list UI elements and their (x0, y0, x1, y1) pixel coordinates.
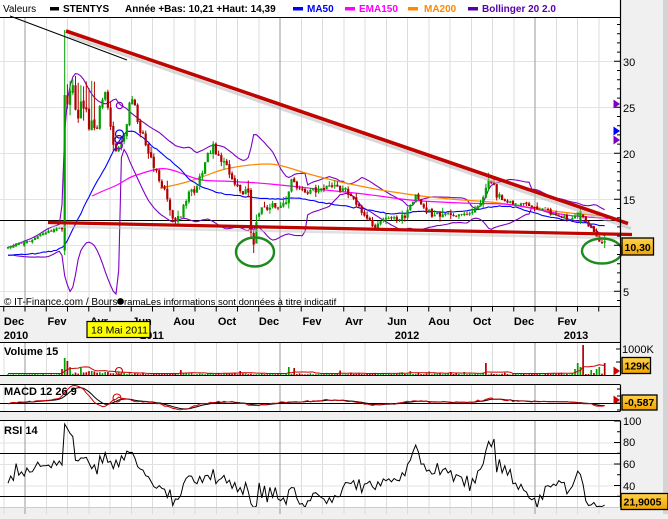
svg-text:15: 15 (623, 195, 635, 207)
svg-text:2012: 2012 (395, 330, 419, 342)
svg-text:© IT-Finance.com / Bours: © IT-Finance.com / Bours (4, 297, 118, 308)
svg-text:60: 60 (623, 459, 635, 471)
svg-text:Dec: Dec (514, 316, 534, 328)
svg-text:80: 80 (623, 437, 635, 449)
svg-text:Aou: Aou (428, 316, 449, 328)
svg-text:25: 25 (623, 103, 635, 115)
svg-text:Dec: Dec (259, 316, 279, 328)
svg-text:1000K: 1000K (622, 344, 654, 356)
svg-text:40: 40 (623, 481, 635, 493)
svg-text:Oct: Oct (218, 316, 237, 328)
svg-text:Bollinger 20 2.0: Bollinger 20 2.0 (482, 4, 556, 15)
svg-text:Avr: Avr (345, 316, 364, 328)
svg-text:2010: 2010 (4, 330, 28, 342)
svg-text:Jun: Jun (387, 316, 407, 328)
svg-text:MA50: MA50 (307, 4, 334, 15)
svg-text:10,30: 10,30 (625, 242, 651, 254)
svg-text:Année +Bas: 10,21 +Haut: 14,39: Année +Bas: 10,21 +Haut: 14,39 (125, 4, 276, 15)
svg-text:20: 20 (623, 149, 635, 161)
svg-text:MACD 12 26 9: MACD 12 26 9 (4, 386, 77, 398)
svg-text:Oct: Oct (473, 316, 492, 328)
svg-text:Aou: Aou (173, 316, 194, 328)
svg-text:Fev: Fev (48, 316, 68, 328)
svg-text:-0,587: -0,587 (625, 397, 655, 409)
svg-text:5: 5 (623, 287, 629, 299)
svg-text:Dec: Dec (4, 316, 24, 328)
svg-text:RSI 14: RSI 14 (4, 425, 39, 437)
svg-text:30: 30 (623, 57, 635, 69)
svg-text:18 Mai 2011: 18 Mai 2011 (91, 325, 148, 337)
svg-text:2013: 2013 (564, 330, 588, 342)
svg-text:STENTYS: STENTYS (63, 4, 109, 15)
svg-text:MA200: MA200 (424, 4, 457, 15)
svg-text:Fev: Fev (303, 316, 323, 328)
svg-text:Valeurs: Valeurs (3, 4, 36, 15)
svg-text:Volume 15: Volume 15 (4, 346, 58, 358)
svg-text:EMA150: EMA150 (359, 4, 398, 15)
svg-text:Fev: Fev (558, 316, 578, 328)
svg-text:129K: 129K (625, 361, 651, 373)
svg-text:21,9005: 21,9005 (624, 497, 662, 509)
svg-text:ramaLes informations sont donn: ramaLes informations sont données à titr… (124, 297, 337, 308)
svg-text:100: 100 (623, 416, 641, 428)
